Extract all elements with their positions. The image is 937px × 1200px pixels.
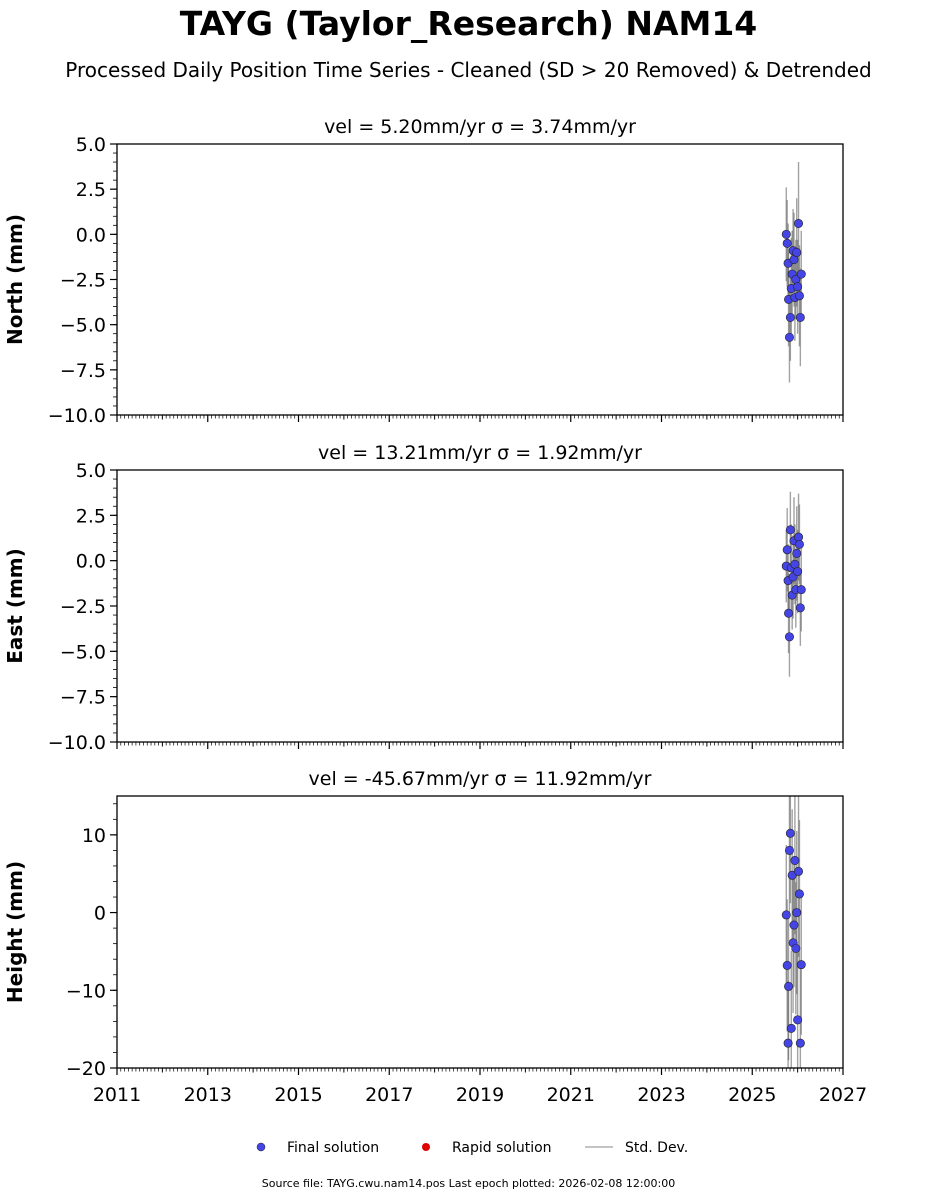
y-tick-label: −5.0 (60, 641, 106, 663)
panel-title: vel = -45.67mm/yr σ = 11.92mm/yr (309, 768, 652, 790)
final-solution-point (796, 585, 806, 595)
final-solution-point (785, 312, 795, 322)
final-solution-point (782, 545, 792, 555)
plot-frame (116, 143, 844, 416)
y-tick-label: 5.0 (76, 460, 106, 482)
final-solution-point (795, 1038, 805, 1048)
figure-title: TAYG (Taylor_Research) NAM14 (179, 4, 758, 43)
final-solution-point (784, 981, 794, 991)
x-tick-label: 2023 (637, 1084, 685, 1106)
legend-final-label: Final solution (287, 1140, 379, 1156)
final-solution-point (789, 920, 799, 930)
panel-title: vel = 13.21mm/yr σ = 1.92mm/yr (318, 442, 642, 464)
final-solution-point (796, 960, 806, 970)
final-solution-point (792, 908, 802, 918)
x-tick-label: 2011 (93, 1084, 141, 1106)
panel-height: vel = -45.67mm/yr σ = 11.92mm/yr Height (… (3, 768, 867, 1106)
y-tick-label: −5.0 (60, 315, 106, 337)
legend: Final solution Rapid solution Std. Dev. (256, 1140, 688, 1156)
y-axis-label: North (mm) (3, 214, 27, 345)
legend-rapid-label: Rapid solution (452, 1140, 552, 1156)
final-solution-point (794, 866, 804, 876)
final-solution-point (793, 282, 803, 292)
x-tick-label: 2019 (456, 1084, 504, 1106)
y-tick-label: −2.5 (60, 596, 106, 618)
final-solution-point (784, 632, 794, 642)
final-solution-point (781, 229, 791, 239)
final-solution-point (786, 1023, 796, 1033)
final-solution-point (783, 1038, 793, 1048)
y-axis-label: Height (mm) (3, 861, 27, 1003)
y-tick-label: 10 (82, 825, 106, 847)
y-tick-label: −7.5 (60, 687, 106, 709)
plot-frame (116, 795, 844, 1069)
final-solution-point (782, 238, 792, 248)
plot-frame (116, 469, 844, 743)
source-footer: Source file: TAYG.cwu.nam14.pos Last epo… (261, 1177, 676, 1190)
final-solution-point (784, 845, 794, 855)
final-solution-point (793, 567, 803, 577)
x-tick-label: 2013 (184, 1084, 232, 1106)
final-solution-point (781, 910, 791, 920)
final-solution-point (794, 218, 804, 228)
final-solution-point (793, 1015, 803, 1025)
y-tick-label: −2.5 (60, 270, 106, 292)
legend-stddev-label: Std. Dev. (625, 1140, 688, 1156)
y-tick-label: 2.5 (76, 179, 106, 201)
final-solution-point (785, 525, 795, 535)
y-tick-label: −10.0 (48, 732, 106, 754)
final-solution-point (792, 548, 802, 558)
panel-north: vel = 5.20mm/yr σ = 3.74mm/yr North (mm) 5… (3, 116, 844, 427)
x-tick-label: 2017 (365, 1084, 413, 1106)
final-solution-point (794, 889, 804, 899)
final-solution-point (794, 291, 804, 301)
x-tick-label: 2015 (274, 1084, 322, 1106)
legend-final-marker (256, 1142, 266, 1152)
final-solution-point (791, 943, 801, 953)
y-tick-label: 0 (94, 903, 106, 925)
panel-title: vel = 5.20mm/yr σ = 3.74mm/yr (324, 116, 636, 138)
final-solution-point (782, 960, 792, 970)
final-solution-point (784, 332, 794, 342)
x-tick-label: 2025 (728, 1084, 776, 1106)
y-tick-label: −10.0 (48, 405, 106, 427)
final-solution-point (790, 856, 800, 866)
final-solution-point (785, 828, 795, 838)
y-axis-label: East (mm) (3, 548, 27, 664)
final-solution-point (795, 603, 805, 613)
y-tick-label: 0.0 (76, 551, 106, 573)
final-solution-point (794, 539, 804, 549)
final-solution-point (796, 269, 806, 279)
y-tick-label: 5.0 (76, 134, 106, 156)
legend-rapid-marker (422, 1143, 430, 1151)
y-tick-label: −20 (66, 1058, 106, 1080)
y-tick-label: −7.5 (60, 360, 106, 382)
x-tick-label: 2021 (547, 1084, 595, 1106)
final-solution-point (792, 247, 802, 257)
final-solution-point (784, 608, 794, 618)
panel-east: vel = 13.21mm/yr σ = 1.92mm/yr East (mm) 5… (3, 442, 844, 754)
y-tick-label: 0.0 (76, 224, 106, 246)
x-tick-label: 2027 (819, 1084, 867, 1106)
final-solution-point (795, 312, 805, 322)
y-tick-label: −10 (66, 980, 106, 1002)
y-tick-label: 2.5 (76, 505, 106, 527)
figure-subtitle: Processed Daily Position Time Series - C… (65, 58, 872, 82)
